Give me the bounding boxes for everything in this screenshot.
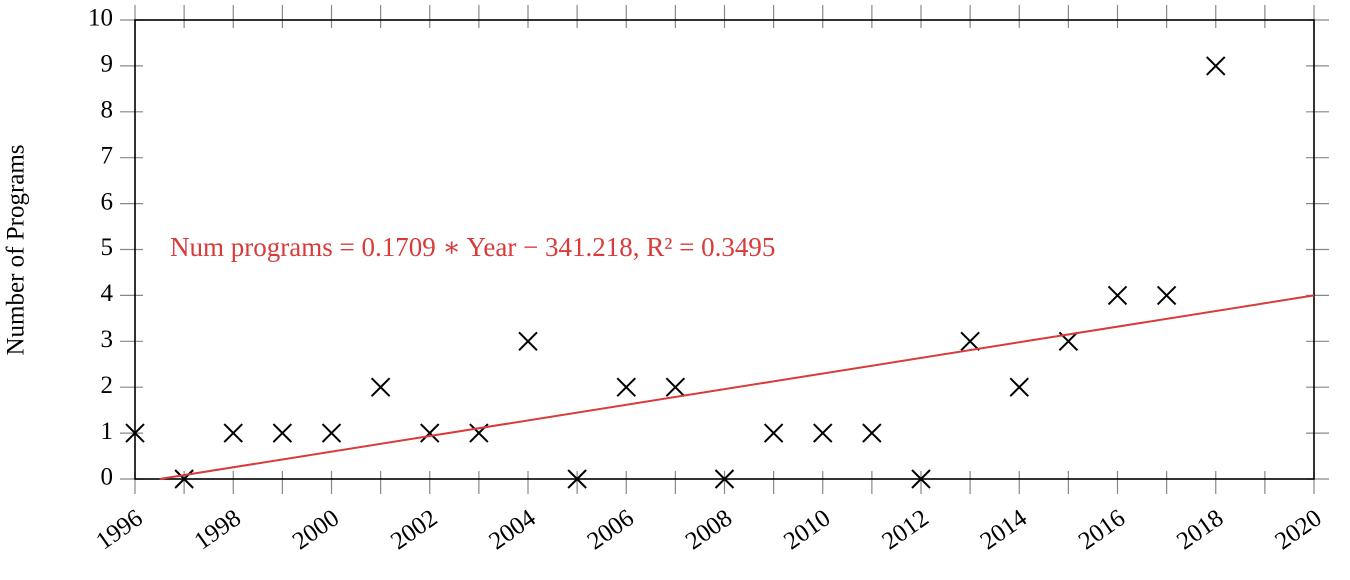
- y-tick-label: 10: [88, 5, 113, 32]
- point: [1009, 377, 1029, 397]
- point: [272, 423, 293, 443]
- x-tick-label: 2018: [1172, 504, 1228, 555]
- x-tick-label: 1996: [91, 504, 147, 555]
- point: [665, 377, 686, 397]
- y-tick-label: 3: [101, 326, 114, 353]
- x-tick-label: 2008: [681, 504, 737, 555]
- point: [763, 423, 784, 443]
- x-tick-label: 1998: [190, 504, 246, 555]
- point: [370, 377, 391, 397]
- y-tick-label: 6: [101, 188, 114, 215]
- point: [1206, 56, 1226, 76]
- y-tick-label: 9: [101, 51, 114, 78]
- x-tick-label: 2016: [1074, 504, 1130, 555]
- x-tick-label: 2010: [779, 504, 835, 555]
- point: [813, 423, 833, 443]
- y-tick-label: 1: [101, 418, 114, 445]
- x-tick-label: 2006: [583, 504, 639, 555]
- point: [518, 331, 538, 352]
- x-tick-label: 2014: [976, 504, 1033, 555]
- point: [420, 423, 440, 443]
- x-tick-label: 2020: [1270, 504, 1326, 555]
- y-axis-label: Number of Programs: [3, 144, 30, 355]
- y-tick-label: 8: [101, 97, 114, 124]
- point: [960, 331, 980, 352]
- y-tick-label: 7: [101, 142, 114, 169]
- point: [321, 423, 342, 443]
- y-tick-label: 5: [101, 234, 114, 261]
- point: [125, 423, 145, 443]
- x-tick-label: 2000: [288, 504, 344, 555]
- point: [714, 469, 735, 489]
- trend-line: [159, 294, 1315, 480]
- point: [1156, 285, 1177, 306]
- y-tick-label: 2: [101, 372, 114, 399]
- x-tick-label: 2002: [386, 504, 442, 555]
- point: [616, 377, 636, 397]
- point: [223, 423, 243, 443]
- point: [911, 469, 931, 489]
- y-tick-label: 4: [101, 280, 114, 307]
- annotation: Num programs = 0.1709 ∗ Year − 341.218, …: [170, 232, 775, 262]
- y-tick-label: 0: [101, 464, 114, 491]
- point: [1107, 285, 1128, 306]
- x-tick-label: 2012: [877, 504, 933, 555]
- x-tick-label: 2004: [484, 504, 541, 555]
- point: [567, 469, 587, 489]
- point: [174, 469, 194, 489]
- point: [862, 423, 882, 443]
